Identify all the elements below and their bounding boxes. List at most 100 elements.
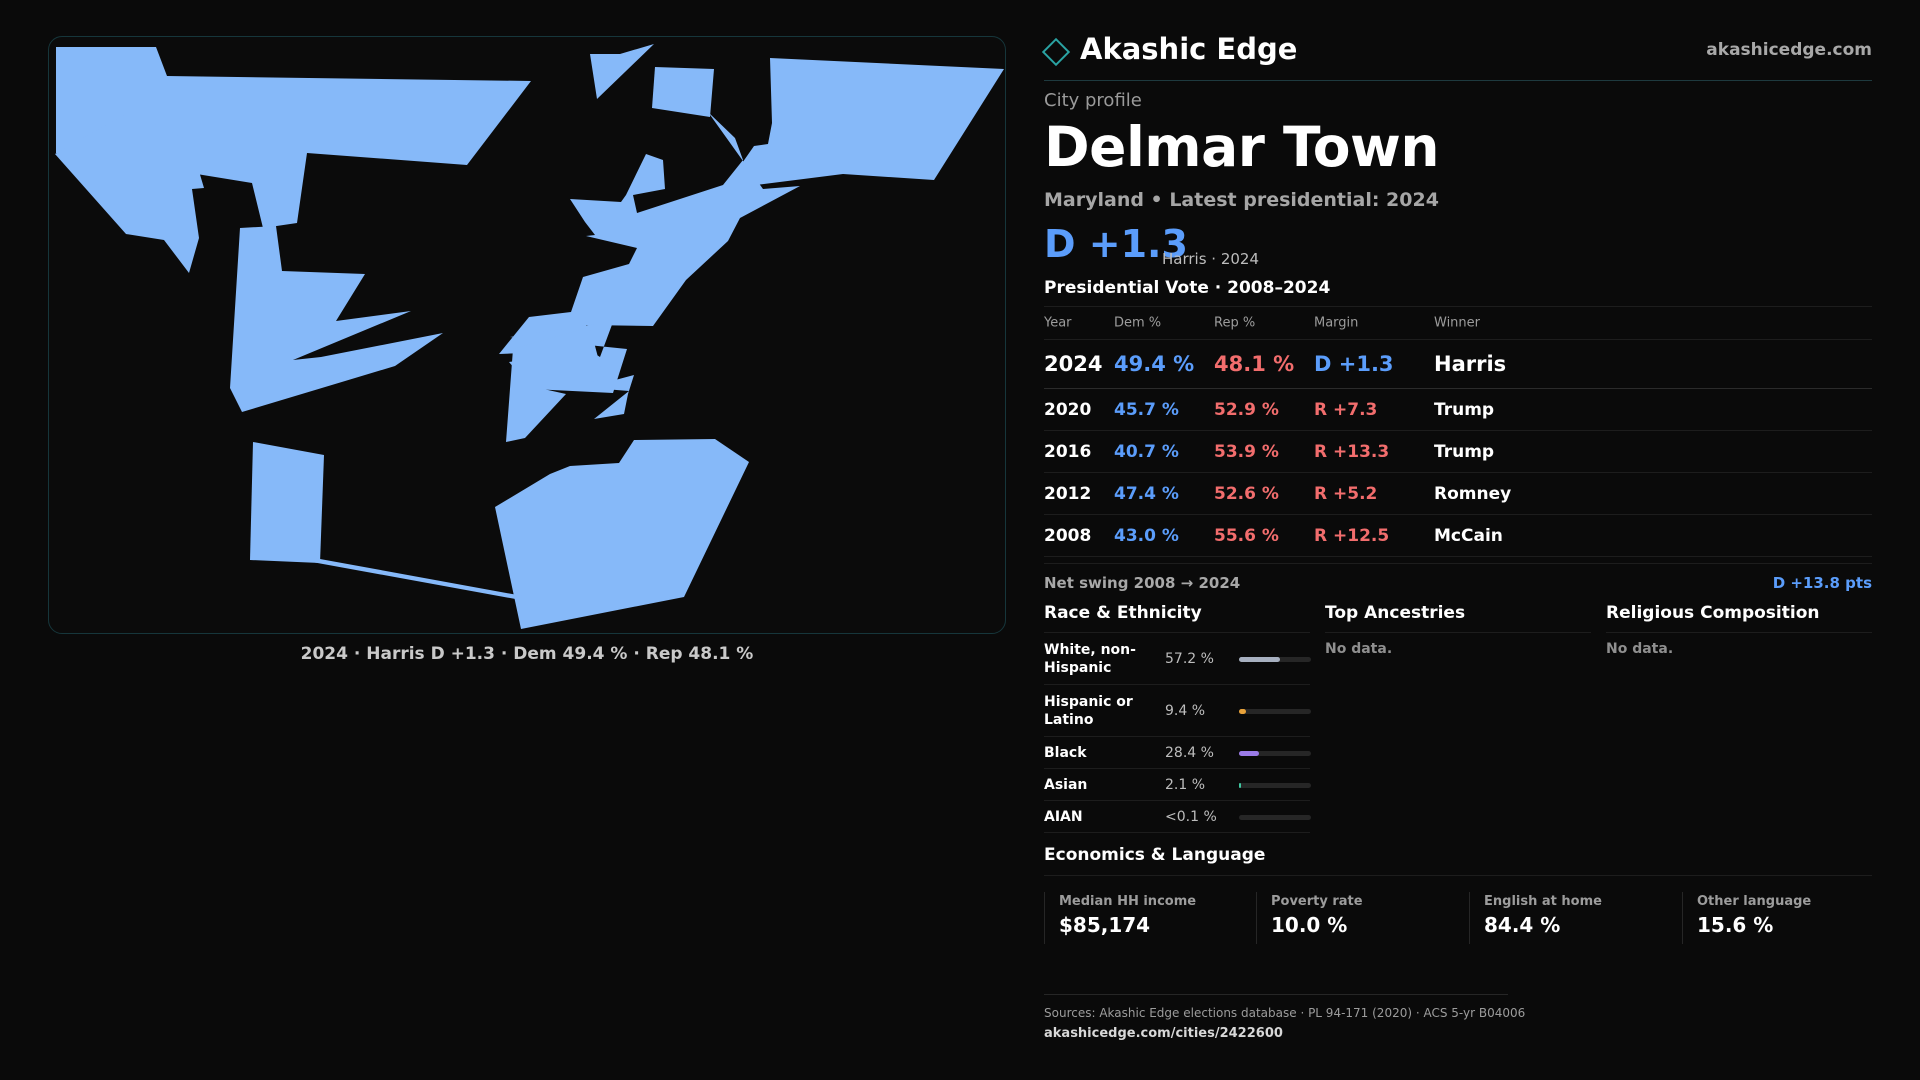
race-label: Black — [1044, 744, 1087, 761]
race-label: Asian — [1044, 776, 1088, 793]
race-value: 2.1 % — [1165, 776, 1206, 793]
page-subtitle: Maryland • Latest presidential: 2024 — [1044, 189, 1439, 211]
page-eyebrow: City profile — [1044, 90, 1142, 111]
row-margin: R +12.5 — [1314, 525, 1390, 546]
race-bar — [1239, 656, 1311, 662]
presidential-vote-table: Year Dem % Rep % Margin Winner 2024 49.4… — [1044, 306, 1872, 557]
footer-divider — [1044, 994, 1508, 995]
stat-other-language: Other language 15.6 % — [1682, 892, 1894, 944]
stat-label: Other language — [1697, 894, 1812, 909]
race-label: Hispanic or Latino — [1044, 693, 1133, 728]
stat-median-income: Median HH income $85,174 — [1044, 892, 1256, 944]
city-boundary-map[interactable] — [48, 36, 1006, 634]
row-margin: R +5.2 — [1314, 483, 1378, 504]
table-row: 2012 47.4 % 52.6 % R +5.2 Romney — [1044, 473, 1872, 515]
race-bar-fill — [1239, 782, 1241, 788]
header-year: Year — [1044, 315, 1072, 331]
row-dem: 45.7 % — [1114, 399, 1179, 420]
race-row: Asian 2.1 % — [1044, 769, 1311, 801]
stat-poverty-rate: Poverty rate 10.0 % — [1256, 892, 1468, 944]
stat-value: $85,174 — [1059, 913, 1151, 937]
votes-section-title: Presidential Vote · 2008–2024 — [1044, 278, 1331, 298]
race-bar — [1239, 750, 1311, 756]
race-label: AIAN — [1044, 808, 1083, 825]
row-rep: 52.9 % — [1214, 399, 1279, 420]
religion-section: Religious Composition No data. — [1606, 600, 1872, 657]
row-year: 2008 — [1044, 525, 1092, 546]
row-winner: Romney — [1434, 483, 1512, 504]
row-rep: 55.6 % — [1214, 525, 1279, 546]
stat-label: English at home — [1484, 894, 1602, 909]
row-winner: McCain — [1434, 525, 1503, 546]
ancestries-section: Top Ancestries No data. — [1325, 600, 1591, 657]
row-year: 2012 — [1044, 483, 1092, 504]
ancestries-empty: No data. — [1325, 641, 1393, 657]
race-label: White, non-Hispanic — [1044, 641, 1136, 676]
race-ethnicity-section: Race & Ethnicity White, non-Hispanic 57.… — [1044, 600, 1311, 833]
religion-empty: No data. — [1606, 641, 1674, 657]
boundary-polygon — [250, 442, 324, 563]
race-bar-fill — [1239, 750, 1260, 756]
stat-label: Poverty rate — [1271, 894, 1363, 909]
race-value: 9.4 % — [1165, 702, 1206, 719]
race-value: 28.4 % — [1165, 744, 1214, 761]
table-row: 2008 43.0 % 55.6 % R +12.5 McCain — [1044, 515, 1872, 557]
header-dem: Dem % — [1114, 315, 1162, 331]
brand-url-link[interactable]: akashicedge.com — [1706, 40, 1872, 60]
row-year: 2024 — [1044, 352, 1103, 376]
map-caption: 2024 · Harris D +1.3 · Dem 49.4 % · Rep … — [300, 644, 754, 664]
race-row: Hispanic or Latino 9.4 % — [1044, 685, 1311, 737]
row-dem: 49.4 % — [1114, 352, 1195, 376]
net-swing-row: Net swing 2008 → 2024 D +13.8 pts — [1044, 563, 1872, 602]
race-bar — [1239, 782, 1311, 788]
net-swing-value: D +13.8 pts — [1772, 574, 1872, 592]
sources-note: Sources: Akashic Edge elections database… — [1044, 1006, 1526, 1020]
religion-section-title: Religious Composition — [1606, 600, 1872, 633]
economics-section-title: Economics & Language — [1044, 845, 1872, 876]
diamond-logo-icon — [1041, 37, 1071, 67]
net-swing-label: Net swing 2008 → 2024 — [1044, 574, 1241, 592]
row-margin: R +13.3 — [1314, 441, 1390, 462]
row-rep: 48.1 % — [1214, 352, 1295, 376]
row-rep: 53.9 % — [1214, 441, 1279, 462]
row-margin: R +7.3 — [1314, 399, 1378, 420]
stat-label: Median HH income — [1059, 894, 1197, 909]
boundary-polygon — [230, 226, 443, 412]
header-winner: Winner — [1434, 315, 1481, 331]
boundary-polygon — [590, 44, 654, 99]
latest-margin: D +1.3 — [1044, 222, 1188, 266]
race-section-title: Race & Ethnicity — [1044, 600, 1310, 633]
ancestries-section-title: Top Ancestries — [1325, 600, 1591, 633]
latest-margin-note: Harris · 2024 — [1162, 250, 1260, 268]
table-row: 2020 45.7 % 52.9 % R +7.3 Trump — [1044, 389, 1872, 431]
row-winner: Trump — [1434, 399, 1495, 420]
header-margin: Margin — [1314, 315, 1359, 331]
boundary-polygon — [56, 47, 531, 228]
race-row: White, non-Hispanic 57.2 % — [1044, 633, 1311, 685]
row-rep: 52.6 % — [1214, 483, 1279, 504]
table-row: 2016 40.7 % 53.9 % R +13.3 Trump — [1044, 431, 1872, 473]
stat-value: 15.6 % — [1697, 913, 1774, 937]
race-bar-fill — [1239, 708, 1246, 714]
header-rep: Rep % — [1214, 315, 1256, 331]
row-dem: 43.0 % — [1114, 525, 1179, 546]
permalink[interactable]: akashicedge.com/cities/2422600 — [1044, 1026, 1283, 1041]
stat-value: 84.4 % — [1484, 913, 1561, 937]
row-winner: Trump — [1434, 441, 1495, 462]
row-margin: D +1.3 — [1314, 352, 1394, 376]
page-title: Delmar Town — [1044, 115, 1439, 179]
row-year: 2016 — [1044, 441, 1092, 462]
race-bar — [1239, 708, 1311, 714]
boundary-polygon — [652, 67, 714, 117]
boundary-polygon — [495, 439, 749, 629]
boundary-polygon — [724, 58, 1004, 189]
row-year: 2020 — [1044, 399, 1092, 420]
map-svg — [55, 44, 1004, 629]
race-row: Black 28.4 % — [1044, 737, 1311, 769]
brand-header: Akashic Edge akashicedge.com — [1041, 32, 1872, 81]
row-dem: 40.7 % — [1114, 441, 1179, 462]
table-header: Year Dem % Rep % Margin Winner — [1044, 306, 1872, 340]
stat-english-at-home: English at home 84.4 % — [1469, 892, 1681, 944]
race-bar — [1239, 814, 1311, 820]
boundary-polygon — [55, 112, 204, 273]
